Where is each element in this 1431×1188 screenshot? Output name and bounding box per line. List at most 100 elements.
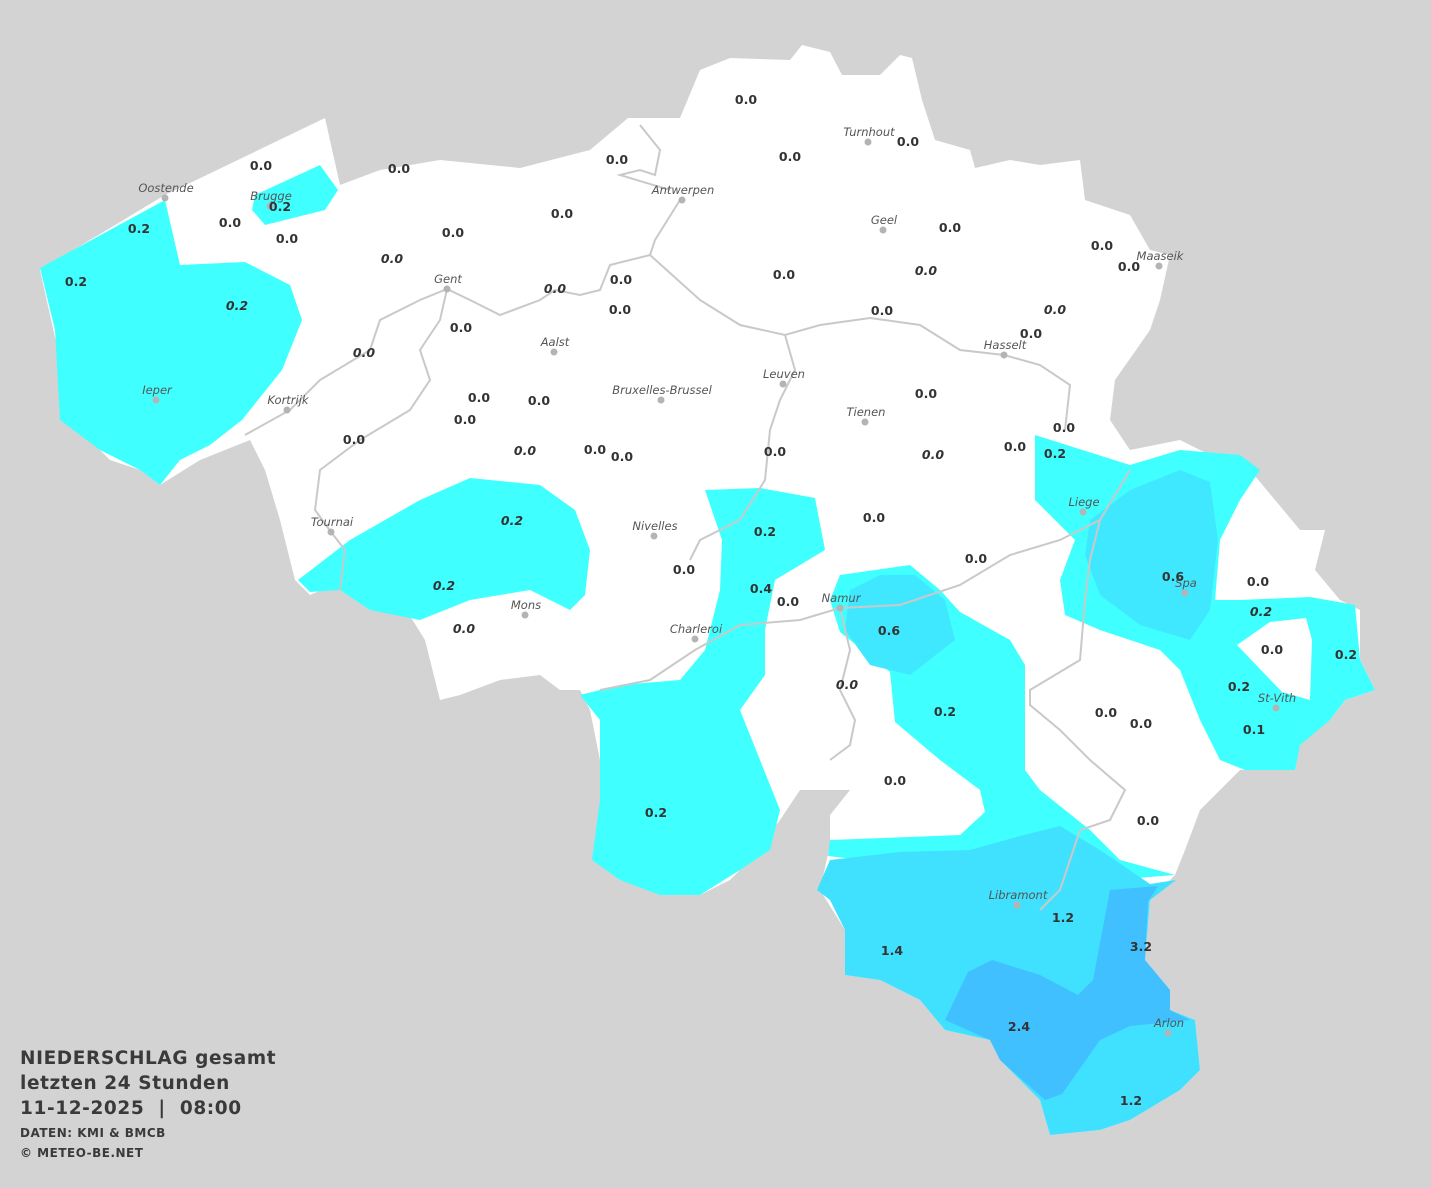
map-legend: NIEDERSCHLAG gesamt letzten 24 Stunden 1… bbox=[20, 1046, 276, 1163]
city-maaseik: Maaseik bbox=[1137, 249, 1185, 270]
station-value: 0.1 bbox=[1243, 722, 1265, 737]
city-dot bbox=[861, 418, 869, 426]
city-label: Ieper bbox=[142, 383, 173, 397]
zone-west-0-2 bbox=[40, 200, 302, 485]
precipitation-zones bbox=[40, 165, 1375, 1135]
city-arlon: Arlon bbox=[1153, 1016, 1184, 1037]
station-value: 0.0 bbox=[388, 161, 410, 176]
station-value: 0.0 bbox=[836, 677, 858, 692]
station-value: 0.2 bbox=[65, 274, 87, 289]
city-dot bbox=[1000, 351, 1008, 359]
zone-spa-0-6 bbox=[1085, 470, 1218, 640]
city-aalst: Aalst bbox=[540, 335, 570, 356]
city-namur: Namur bbox=[822, 591, 862, 612]
city-label: Turnhout bbox=[843, 125, 895, 139]
station-value: 0.0 bbox=[735, 92, 757, 107]
station-value: 0.2 bbox=[501, 513, 523, 528]
station-value: 0.0 bbox=[250, 158, 272, 173]
station-value: 0.0 bbox=[1261, 642, 1283, 657]
city-label: Spa bbox=[1175, 576, 1197, 590]
city-dot bbox=[678, 196, 686, 204]
city-turnhout: Turnhout bbox=[843, 125, 895, 146]
city-dot bbox=[657, 396, 665, 404]
river-antwerp-port bbox=[616, 124, 671, 191]
station-value: 0.0 bbox=[1095, 705, 1117, 720]
city-leuven: Leuven bbox=[763, 367, 805, 388]
city-label: Namur bbox=[822, 591, 862, 605]
city-tienen: Tienen bbox=[847, 405, 885, 426]
station-value: 0.0 bbox=[343, 432, 365, 447]
station-value: 0.2 bbox=[1228, 679, 1250, 694]
city-dot bbox=[266, 202, 274, 210]
city-label: Brugge bbox=[250, 189, 292, 203]
station-value: 1.2 bbox=[1052, 910, 1074, 925]
station-value: 0.0 bbox=[551, 206, 573, 221]
city-label: Hasselt bbox=[984, 338, 1027, 352]
city-dot bbox=[864, 138, 872, 146]
station-value: 0.0 bbox=[915, 263, 937, 278]
station-value: 0.0 bbox=[1044, 302, 1066, 317]
station-value: 0.0 bbox=[779, 149, 801, 164]
station-value: 0.0 bbox=[884, 773, 906, 788]
legend-datetime: 11-12-2025 | 08:00 bbox=[20, 1098, 242, 1119]
city-dot bbox=[1181, 589, 1189, 597]
zone-stvith-dry-hole bbox=[1237, 618, 1312, 700]
station-value: 0.0 bbox=[915, 386, 937, 401]
station-value: 0.0 bbox=[611, 449, 633, 464]
station-value: 0.2 bbox=[1044, 446, 1066, 461]
station-value: 0.0 bbox=[606, 152, 628, 167]
river-schelde-south bbox=[313, 288, 448, 591]
city-label: Kortrijk bbox=[267, 393, 310, 407]
city-label: Oostende bbox=[138, 181, 193, 195]
station-value: 0.2 bbox=[934, 704, 956, 719]
station-value: 0.0 bbox=[773, 267, 795, 282]
station-value: 0.0 bbox=[1130, 716, 1152, 731]
station-value: 0.2 bbox=[1335, 647, 1357, 662]
city-dot bbox=[1013, 901, 1021, 909]
station-value: 3.2 bbox=[1130, 939, 1152, 954]
station-value: 0.0 bbox=[450, 320, 472, 335]
station-value: 0.0 bbox=[219, 215, 241, 230]
station-value: 0.0 bbox=[965, 551, 987, 566]
station-value: 0.0 bbox=[777, 594, 799, 609]
city-dot bbox=[443, 285, 451, 293]
city-dot bbox=[691, 635, 699, 643]
station-value: 0.0 bbox=[863, 510, 885, 525]
city-dot bbox=[650, 532, 658, 540]
city-label: Mons bbox=[511, 598, 541, 612]
station-value: 0.0 bbox=[528, 393, 550, 408]
legend-copyright: © METEO-BE.NET bbox=[20, 1146, 144, 1160]
city-nivelles: Nivelles bbox=[632, 519, 678, 540]
city-spa: Spa bbox=[1175, 576, 1197, 597]
station-value: 0.0 bbox=[584, 442, 606, 457]
city-st-vith: St-Vith bbox=[1258, 691, 1296, 712]
station-value: 0.2 bbox=[433, 578, 455, 593]
city-charleroi: Charleroi bbox=[670, 622, 723, 643]
city-label: Antwerpen bbox=[651, 183, 715, 197]
city-liege: Liege bbox=[1068, 495, 1100, 516]
station-value: 0.6 bbox=[1162, 569, 1184, 584]
river-schelde bbox=[244, 199, 681, 436]
station-value: 0.0 bbox=[1091, 238, 1113, 253]
city-label: Bruxelles-Brussel bbox=[612, 383, 712, 397]
station-value: 2.4 bbox=[1008, 1019, 1030, 1034]
legend-title: NIEDERSCHLAG gesamt bbox=[20, 1048, 277, 1069]
station-value: 0.0 bbox=[1247, 574, 1269, 589]
city-label: Liege bbox=[1068, 495, 1099, 509]
city-label: Aalst bbox=[540, 335, 570, 349]
city-label: Libramont bbox=[989, 888, 1048, 902]
city-antwerpen: Antwerpen bbox=[651, 183, 715, 204]
city-oostende: Oostende bbox=[138, 181, 194, 202]
city-label: Geel bbox=[871, 213, 898, 227]
river-dijle bbox=[649, 254, 1072, 431]
station-value: 1.2 bbox=[1120, 1093, 1142, 1108]
station-value: 0.2 bbox=[1250, 604, 1272, 619]
zone-charleroi-0-2 bbox=[580, 488, 825, 895]
city-tournai: Tournai bbox=[311, 515, 354, 536]
city-dot bbox=[879, 226, 887, 234]
river-ourthe bbox=[1029, 519, 1127, 911]
station-value: 0.0 bbox=[442, 225, 464, 240]
station-value: 0.0 bbox=[381, 251, 403, 266]
city-kortrijk: Kortrijk bbox=[267, 393, 310, 414]
